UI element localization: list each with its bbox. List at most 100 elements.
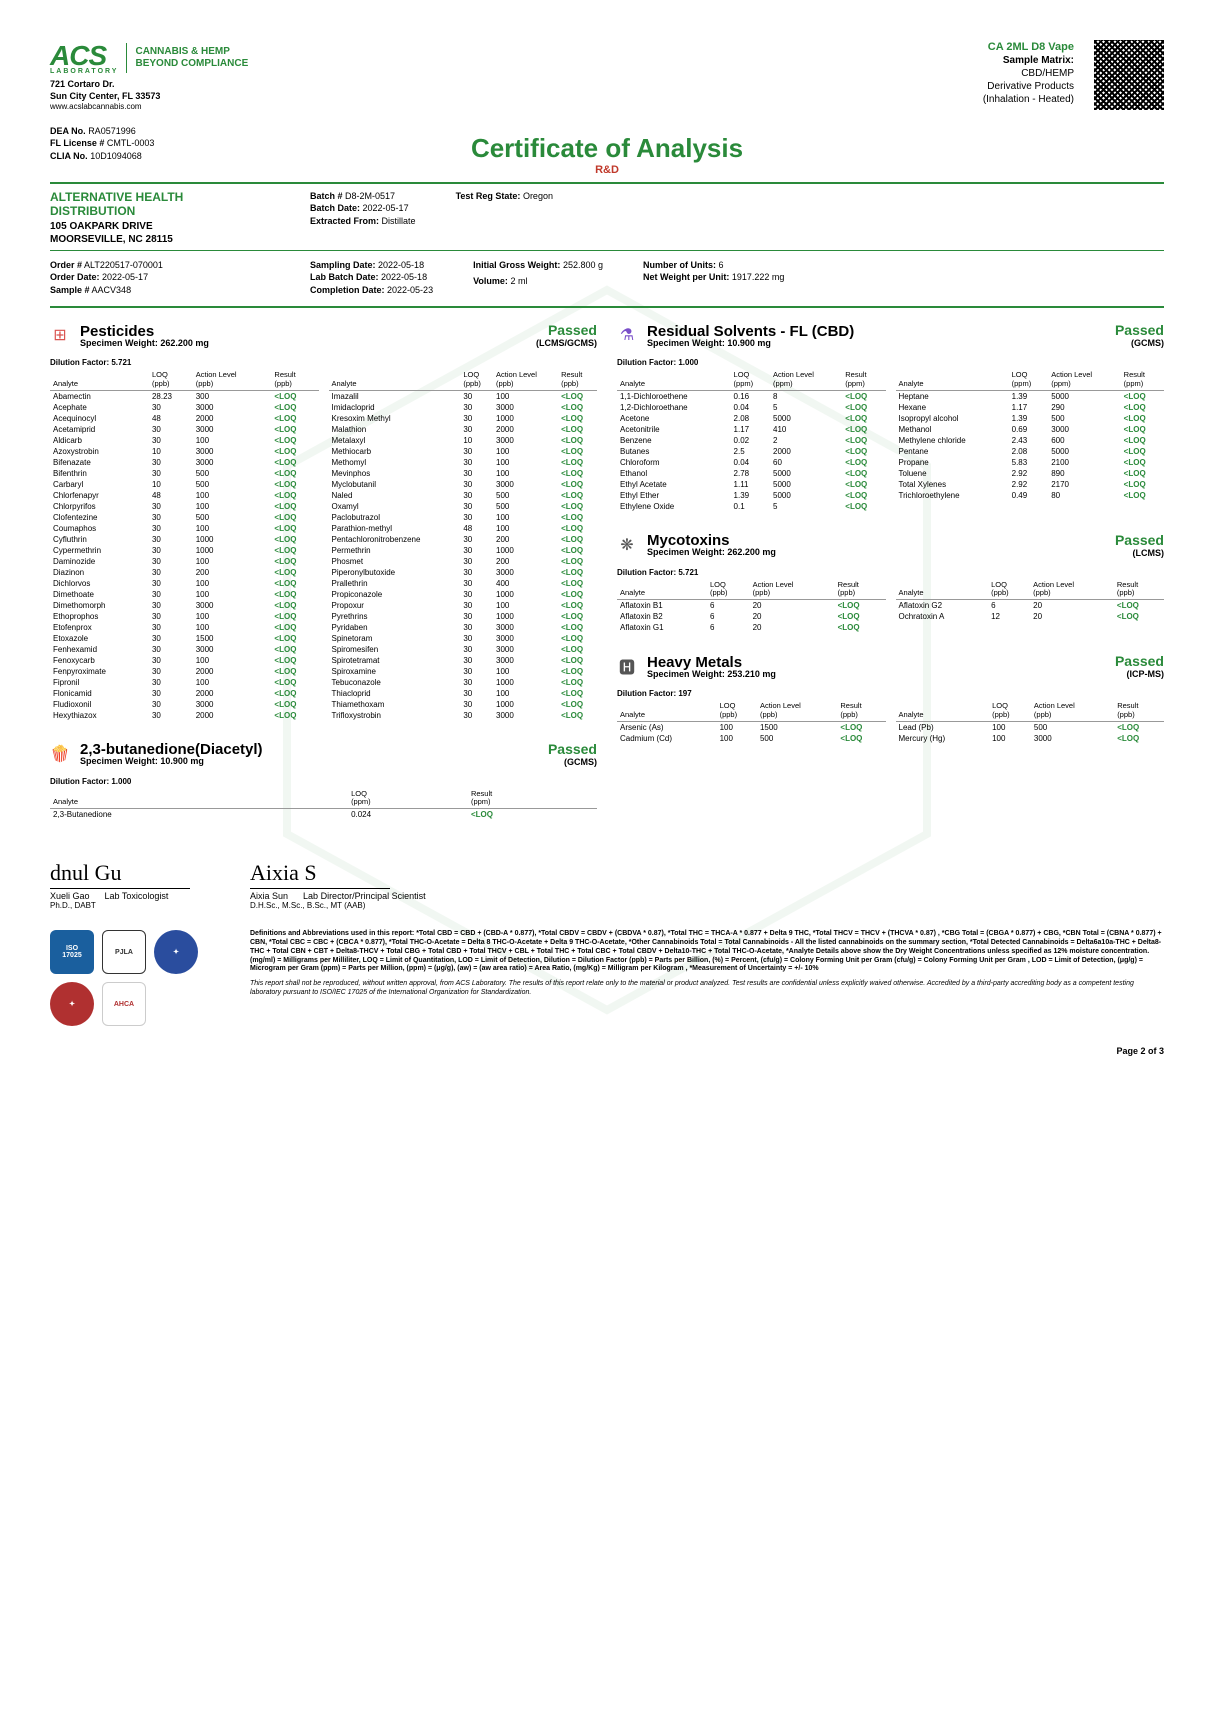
table-row: Flonicamid302000<LOQ <box>50 688 319 699</box>
table-row: Phosmet30200<LOQ <box>329 556 598 567</box>
table-row: Coumaphos30100<LOQ <box>50 523 319 534</box>
metals-method: (ICP-MS) <box>1115 669 1164 679</box>
table-row: Clofentezine30500<LOQ <box>50 512 319 523</box>
pjla-badge: PJLA <box>102 930 146 974</box>
table-row: Acetamiprid303000<LOQ <box>50 424 319 435</box>
table-row: Acephate303000<LOQ <box>50 402 319 413</box>
solvents-header: ⚗ Residual Solvents - FL (CBD) Specimen … <box>617 318 1164 352</box>
client-name: ALTERNATIVE HEALTH DISTRIBUTION <box>50 190 270 218</box>
lab-info: ACS LABORATORY CANNABIS & HEMP BEYOND CO… <box>50 40 248 113</box>
table-row: Parathion-methyl48100<LOQ <box>329 523 598 534</box>
mycotoxins-specimen: Specimen Weight: 262.200 mg <box>647 547 776 557</box>
mycotoxins-status: Passed <box>1115 532 1164 548</box>
client-batch-row: ALTERNATIVE HEALTH DISTRIBUTION 105 OAKP… <box>50 190 1164 246</box>
table-row: Etofenprox30100<LOQ <box>50 622 319 633</box>
metals-header: 🅷 Heavy Metals Specimen Weight: 253.210 … <box>617 649 1164 683</box>
table-row: Aflatoxin G2620<LOQ <box>896 600 1165 612</box>
table-row: Methiocarb30100<LOQ <box>329 446 598 457</box>
ahca-badge: AHCA <box>102 982 146 1026</box>
table-row: Isopropyl alcohol1.39500<LOQ <box>896 413 1165 424</box>
table-row: Mercury (Hg)1003000<LOQ <box>896 733 1165 744</box>
table-row: Chloroform0.0460<LOQ <box>617 457 886 468</box>
batch-info: Batch # D8-2M-0517 Batch Date: 2022-05-1… <box>310 190 416 246</box>
table-row: Propane5.832100<LOQ <box>896 457 1165 468</box>
table-row: 2,3-Butanedione0.024<LOQ <box>50 809 597 821</box>
table-row: Hexane1.17290<LOQ <box>896 402 1165 413</box>
divider <box>50 250 1164 251</box>
solvents-icon: ⚗ <box>617 325 637 345</box>
table-row: Benzene0.022<LOQ <box>617 435 886 446</box>
table-row: Mevinphos30100<LOQ <box>329 468 598 479</box>
sample-info: CA 2ML D8 Vape Sample Matrix: CBD/HEMP D… <box>983 40 1074 106</box>
pesticides-icon: ⊞ <box>50 325 70 345</box>
table-row: Dichlorvos30100<LOQ <box>50 578 319 589</box>
diacetyl-method: (GCMS) <box>548 757 597 767</box>
logo-divider <box>126 43 127 73</box>
table-row: Methylene chloride2.43600<LOQ <box>896 435 1165 446</box>
table-row: Toluene2.92890<LOQ <box>896 468 1165 479</box>
order-row: Order # ALT220517-070001 Order Date: 202… <box>50 255 1164 301</box>
table-row: Abamectin28.23300<LOQ <box>50 390 319 402</box>
solvents-dilution: Dilution Factor: 1.000 <box>617 358 1164 367</box>
table-row: Piperonylbutoxide303000<LOQ <box>329 567 598 578</box>
table-row: Pyridaben303000<LOQ <box>329 622 598 633</box>
table-row: Chlorfenapyr48100<LOQ <box>50 490 319 501</box>
table-row: Paclobutrazol30100<LOQ <box>329 512 598 523</box>
divider <box>50 182 1164 184</box>
table-row: Ethanol2.785000<LOQ <box>617 468 886 479</box>
qr-code <box>1094 40 1164 110</box>
table-row: 1,1-Dichloroethene0.168<LOQ <box>617 390 886 402</box>
pesticides-dilution: Dilution Factor: 5.721 <box>50 358 597 367</box>
mycotoxins-table: AnalyteLOQ(ppb)Action Level(ppb)Result(p… <box>617 579 1164 634</box>
divider <box>50 306 1164 308</box>
table-row: Spiromesifen303000<LOQ <box>329 644 598 655</box>
metals-dilution: Dilution Factor: 197 <box>617 689 1164 698</box>
red-badge: ✦ <box>50 982 94 1026</box>
reg-state: Test Reg State: Oregon <box>456 190 553 246</box>
table-row: Methanol0.693000<LOQ <box>896 424 1165 435</box>
mycotoxins-method: (LCMS) <box>1115 548 1164 558</box>
table-row: Diazinon30200<LOQ <box>50 567 319 578</box>
table-row: Ethyl Ether1.395000<LOQ <box>617 490 886 501</box>
header: ACS LABORATORY CANNABIS & HEMP BEYOND CO… <box>50 40 1164 113</box>
signature-2: Aixia S Aixia Sun Lab Director/Principal… <box>250 860 426 910</box>
table-row: Ethyl Acetate1.115000<LOQ <box>617 479 886 490</box>
table-row: Naled30500<LOQ <box>329 490 598 501</box>
table-row: Acequinocyl482000<LOQ <box>50 413 319 424</box>
table-row: Aflatoxin B1620<LOQ <box>617 600 886 612</box>
title-block: Certificate of Analysis R&D <box>50 133 1164 176</box>
table-row: Chlorpyrifos30100<LOQ <box>50 501 319 512</box>
test-panels: ⊞ Pesticides Specimen Weight: 262.200 mg… <box>50 318 1164 820</box>
page-number: Page 2 of 3 <box>50 1046 1164 1056</box>
table-row: Fenoxycarb30100<LOQ <box>50 655 319 666</box>
diacetyl-header: 🍿 2,3-butanedione(Diacetyl) Specimen Wei… <box>50 737 597 771</box>
table-row: Bifenthrin30500<LOQ <box>50 468 319 479</box>
table-row: Etoxazole301500<LOQ <box>50 633 319 644</box>
table-row: Fenhexamid303000<LOQ <box>50 644 319 655</box>
table-row: Tebuconazole301000<LOQ <box>329 677 598 688</box>
table-row: Oxamyl30500<LOQ <box>329 501 598 512</box>
accreditation-badges: ISO17025 PJLA ✦ ✦ AHCA <box>50 930 230 1026</box>
table-row: Imazalil30100<LOQ <box>329 390 598 402</box>
table-row: Ethylene Oxide0.15<LOQ <box>617 501 886 512</box>
table-row: Aflatoxin B2620<LOQ <box>617 611 886 622</box>
table-row: Azoxystrobin103000<LOQ <box>50 446 319 457</box>
table-row: Propoxur30100<LOQ <box>329 600 598 611</box>
table-row: Arsenic (As)1001500<LOQ <box>617 721 886 733</box>
solvents-table: AnalyteLOQ(ppm)Action Level(ppm)Result(p… <box>617 369 1164 512</box>
diacetyl-icon: 🍿 <box>50 744 70 764</box>
certificate-subtitle: R&D <box>50 164 1164 176</box>
diacetyl-dilution: Dilution Factor: 1.000 <box>50 777 597 786</box>
table-row: Trichloroethylene0.4980<LOQ <box>896 490 1165 501</box>
pesticides-header: ⊞ Pesticides Specimen Weight: 262.200 mg… <box>50 318 597 352</box>
logo-tagline: CANNABIS & HEMP BEYOND COMPLIANCE <box>135 46 248 70</box>
table-row: Cyfluthrin301000<LOQ <box>50 534 319 545</box>
mycotoxins-dilution: Dilution Factor: 5.721 <box>617 568 1164 577</box>
diacetyl-status: Passed <box>548 741 597 757</box>
lab-address: 721 Cortaro Dr. Sun City Center, FL 3357… <box>50 79 248 113</box>
pesticides-specimen: Specimen Weight: 262.200 mg <box>80 338 209 348</box>
table-row: Pentane2.085000<LOQ <box>896 446 1165 457</box>
metals-status: Passed <box>1115 653 1164 669</box>
table-row: Dimethomorph303000<LOQ <box>50 600 319 611</box>
signature-1: dnul Gu Xueli Gao Lab Toxicologist Ph.D.… <box>50 860 190 910</box>
